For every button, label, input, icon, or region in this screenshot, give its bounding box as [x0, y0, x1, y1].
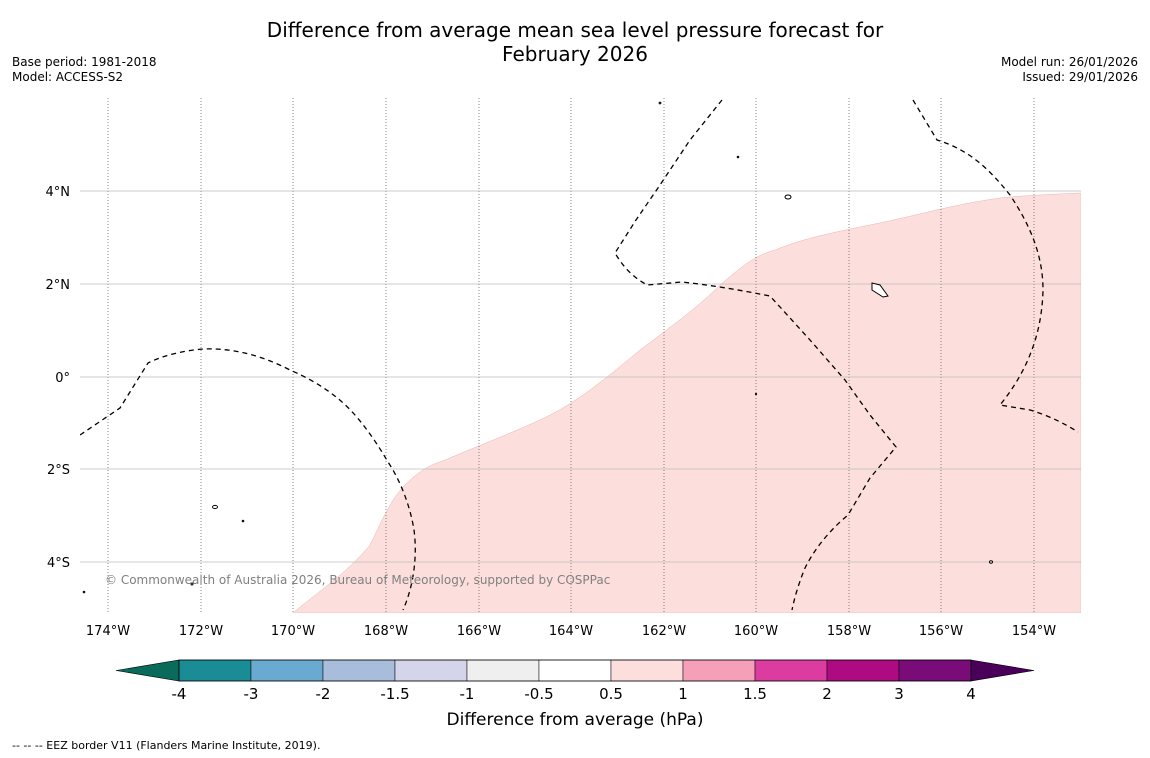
colorbar-segment: [538, 659, 612, 682]
positive-anomaly-region: [292, 192, 1081, 613]
eez-footnote: -- -- -- EEZ border V11 (Flanders Marine…: [12, 739, 321, 752]
colorbar-segment: [682, 659, 756, 682]
lon-label: 160°W: [734, 624, 778, 639]
colorbar-tick-label: 1.5: [743, 685, 767, 703]
island: [989, 560, 993, 564]
colorbar-tick-label: -0.5: [524, 685, 553, 703]
lon-label: 172°W: [179, 624, 223, 639]
lon-label: 158°W: [827, 624, 871, 639]
colorbar-tick-label: -4: [172, 685, 187, 703]
colorbar-outline: [178, 659, 972, 682]
colorbar-segment: [178, 659, 252, 682]
eez-border: [80, 348, 416, 611]
island: [658, 101, 662, 105]
lon-label: 166°W: [457, 624, 501, 639]
island: [736, 155, 740, 159]
island: [871, 282, 889, 298]
chart-title: Difference from average mean sea level p…: [0, 18, 1150, 66]
model-info: Base period: 1981-2018 Model: ACCESS-S2: [12, 55, 157, 85]
title-line-2: February 2026: [502, 42, 648, 66]
lon-label: 164°W: [549, 624, 593, 639]
colorbar: -4 -3 -2 -1.5 -1 -0.5 0.5 1 1.5 2 3 4 Difference fr…: [115, 659, 1035, 730]
colorbar-tick-label: -3: [244, 685, 259, 703]
copyright-note: © Commonwealth of Australia 2026, Bureau…: [105, 573, 610, 587]
colorbar-segment: [322, 659, 396, 682]
colorbar-tick-label: 0.5: [599, 685, 623, 703]
colorbar-high-extend: [970, 659, 1035, 682]
colorbar-segment: [754, 659, 828, 682]
colorbar-segment: [394, 659, 468, 682]
island: [754, 392, 758, 396]
issued-date: Issued: 29/01/2026: [1022, 70, 1138, 84]
island: [784, 194, 792, 200]
model-name: Model: ACCESS-S2: [12, 70, 124, 84]
eez-border: [614, 99, 897, 611]
colorbar-segment: [610, 659, 684, 682]
lon-label: 168°W: [364, 624, 408, 639]
lon-label: 154°W: [1012, 624, 1056, 639]
base-period: Base period: 1981-2018: [12, 55, 157, 69]
eez-border: [912, 99, 1079, 433]
colorbar-tick-label: 3: [894, 685, 904, 703]
colorbar-segment: [250, 659, 324, 682]
lon-label: 174°W: [86, 624, 130, 639]
colorbar-tick-label: -1: [460, 685, 475, 703]
colorbar-segment: [466, 659, 540, 682]
run-info: Model run: 26/01/2026 Issued: 29/01/2026: [1001, 55, 1138, 85]
colorbar-tick-label: 4: [966, 685, 976, 703]
island: [82, 590, 86, 594]
lat-label: 0°: [55, 371, 70, 386]
lon-label: 162°W: [642, 624, 686, 639]
colorbar-low-extend: [115, 659, 180, 682]
lat-label: 4°S: [47, 556, 70, 571]
lat-label: 2°N: [46, 278, 71, 293]
lat-label: 4°N: [46, 185, 71, 200]
colorbar-tick-label: 2: [822, 685, 832, 703]
title-line-1: Difference from average mean sea level p…: [266, 18, 884, 42]
lat-label: 2°S: [47, 463, 70, 478]
island: [212, 504, 218, 510]
colorbar-tick-label: -2: [316, 685, 331, 703]
island: [190, 582, 194, 586]
lon-label: 170°W: [271, 624, 315, 639]
colorbar-label: Difference from average (hPa): [447, 710, 704, 730]
model-run: Model run: 26/01/2026: [1000, 55, 1138, 69]
colorbar-segment: [898, 659, 972, 682]
colorbar-tick-label: -1.5: [380, 685, 409, 703]
island: [241, 519, 245, 523]
lon-label: 156°W: [919, 624, 963, 639]
colorbar-tick-label: 1: [678, 685, 688, 703]
colorbar-segment: [826, 659, 900, 682]
